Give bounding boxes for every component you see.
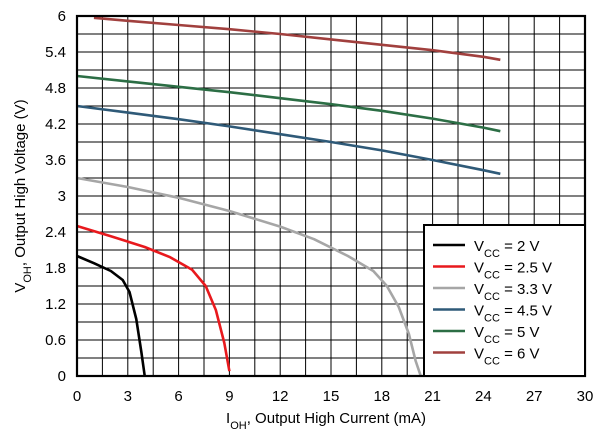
y-tick-label: 4.2 xyxy=(45,116,66,133)
y-tick-label: 3 xyxy=(58,188,66,205)
y-tick-label: 0.6 xyxy=(45,332,66,349)
x-tick-label: 27 xyxy=(526,388,543,405)
legend-label: VCC = 4.5 V xyxy=(474,303,552,325)
y-tick-label: 4.8 xyxy=(45,80,66,97)
legend-label: VCC = 6 V xyxy=(474,346,540,368)
legend-label: VCC = 2 V xyxy=(474,238,540,260)
plot-border xyxy=(75,14,587,378)
y-tick-label: 5.4 xyxy=(45,44,66,61)
y-tick-labels: 0 0.6 1.2 1.8 2.4 3 3.6 4.2 4.8 5.4 6 xyxy=(45,8,66,385)
x-tick-label: 18 xyxy=(373,388,390,405)
x-tick-label: 6 xyxy=(174,388,182,405)
legend-label: VCC = 2.5 V xyxy=(474,260,552,282)
series-lines xyxy=(76,16,501,377)
x-tick-label: 9 xyxy=(225,388,233,405)
x-tick-label: 0 xyxy=(73,388,81,405)
series-line-6 xyxy=(93,16,501,62)
series-line-3 xyxy=(76,176,422,377)
series-line-4 xyxy=(76,104,501,176)
x-tick-labels: 0 3 6 9 12 15 18 21 24 27 30 xyxy=(73,388,594,405)
y-tick-label: 0 xyxy=(58,368,66,385)
legend-label: VCC = 3.3 V xyxy=(474,281,552,303)
x-tick-label: 21 xyxy=(424,388,441,405)
x-tick-label: 30 xyxy=(577,388,594,405)
y-tick-label: 1.2 xyxy=(45,296,66,313)
y-tick-label: 1.8 xyxy=(45,260,66,277)
x-tick-label: 24 xyxy=(475,388,492,405)
x-tick-label: 3 xyxy=(124,388,132,405)
legend-label: VCC = 5 V xyxy=(474,324,540,346)
x-tick-label: 15 xyxy=(323,388,340,405)
x-tick-label: 12 xyxy=(272,388,289,405)
plot-frame xyxy=(75,14,587,378)
legend-box xyxy=(423,224,586,377)
y-tick-label: 6 xyxy=(58,8,66,25)
series-line-5 xyxy=(76,74,501,133)
x-axis-title: IOH, Output High Current (mA) xyxy=(226,410,426,431)
y-tick-label: 3.6 xyxy=(45,152,66,169)
axis-titles: IOH, Output High Current (mA) VOH, Output… xyxy=(12,99,426,431)
series-line-2 xyxy=(76,224,231,372)
y-axis-title: VOH, Output High Voltage (V) xyxy=(12,99,34,292)
y-tick-label: 2.4 xyxy=(45,224,66,241)
series-line-1 xyxy=(76,254,147,377)
